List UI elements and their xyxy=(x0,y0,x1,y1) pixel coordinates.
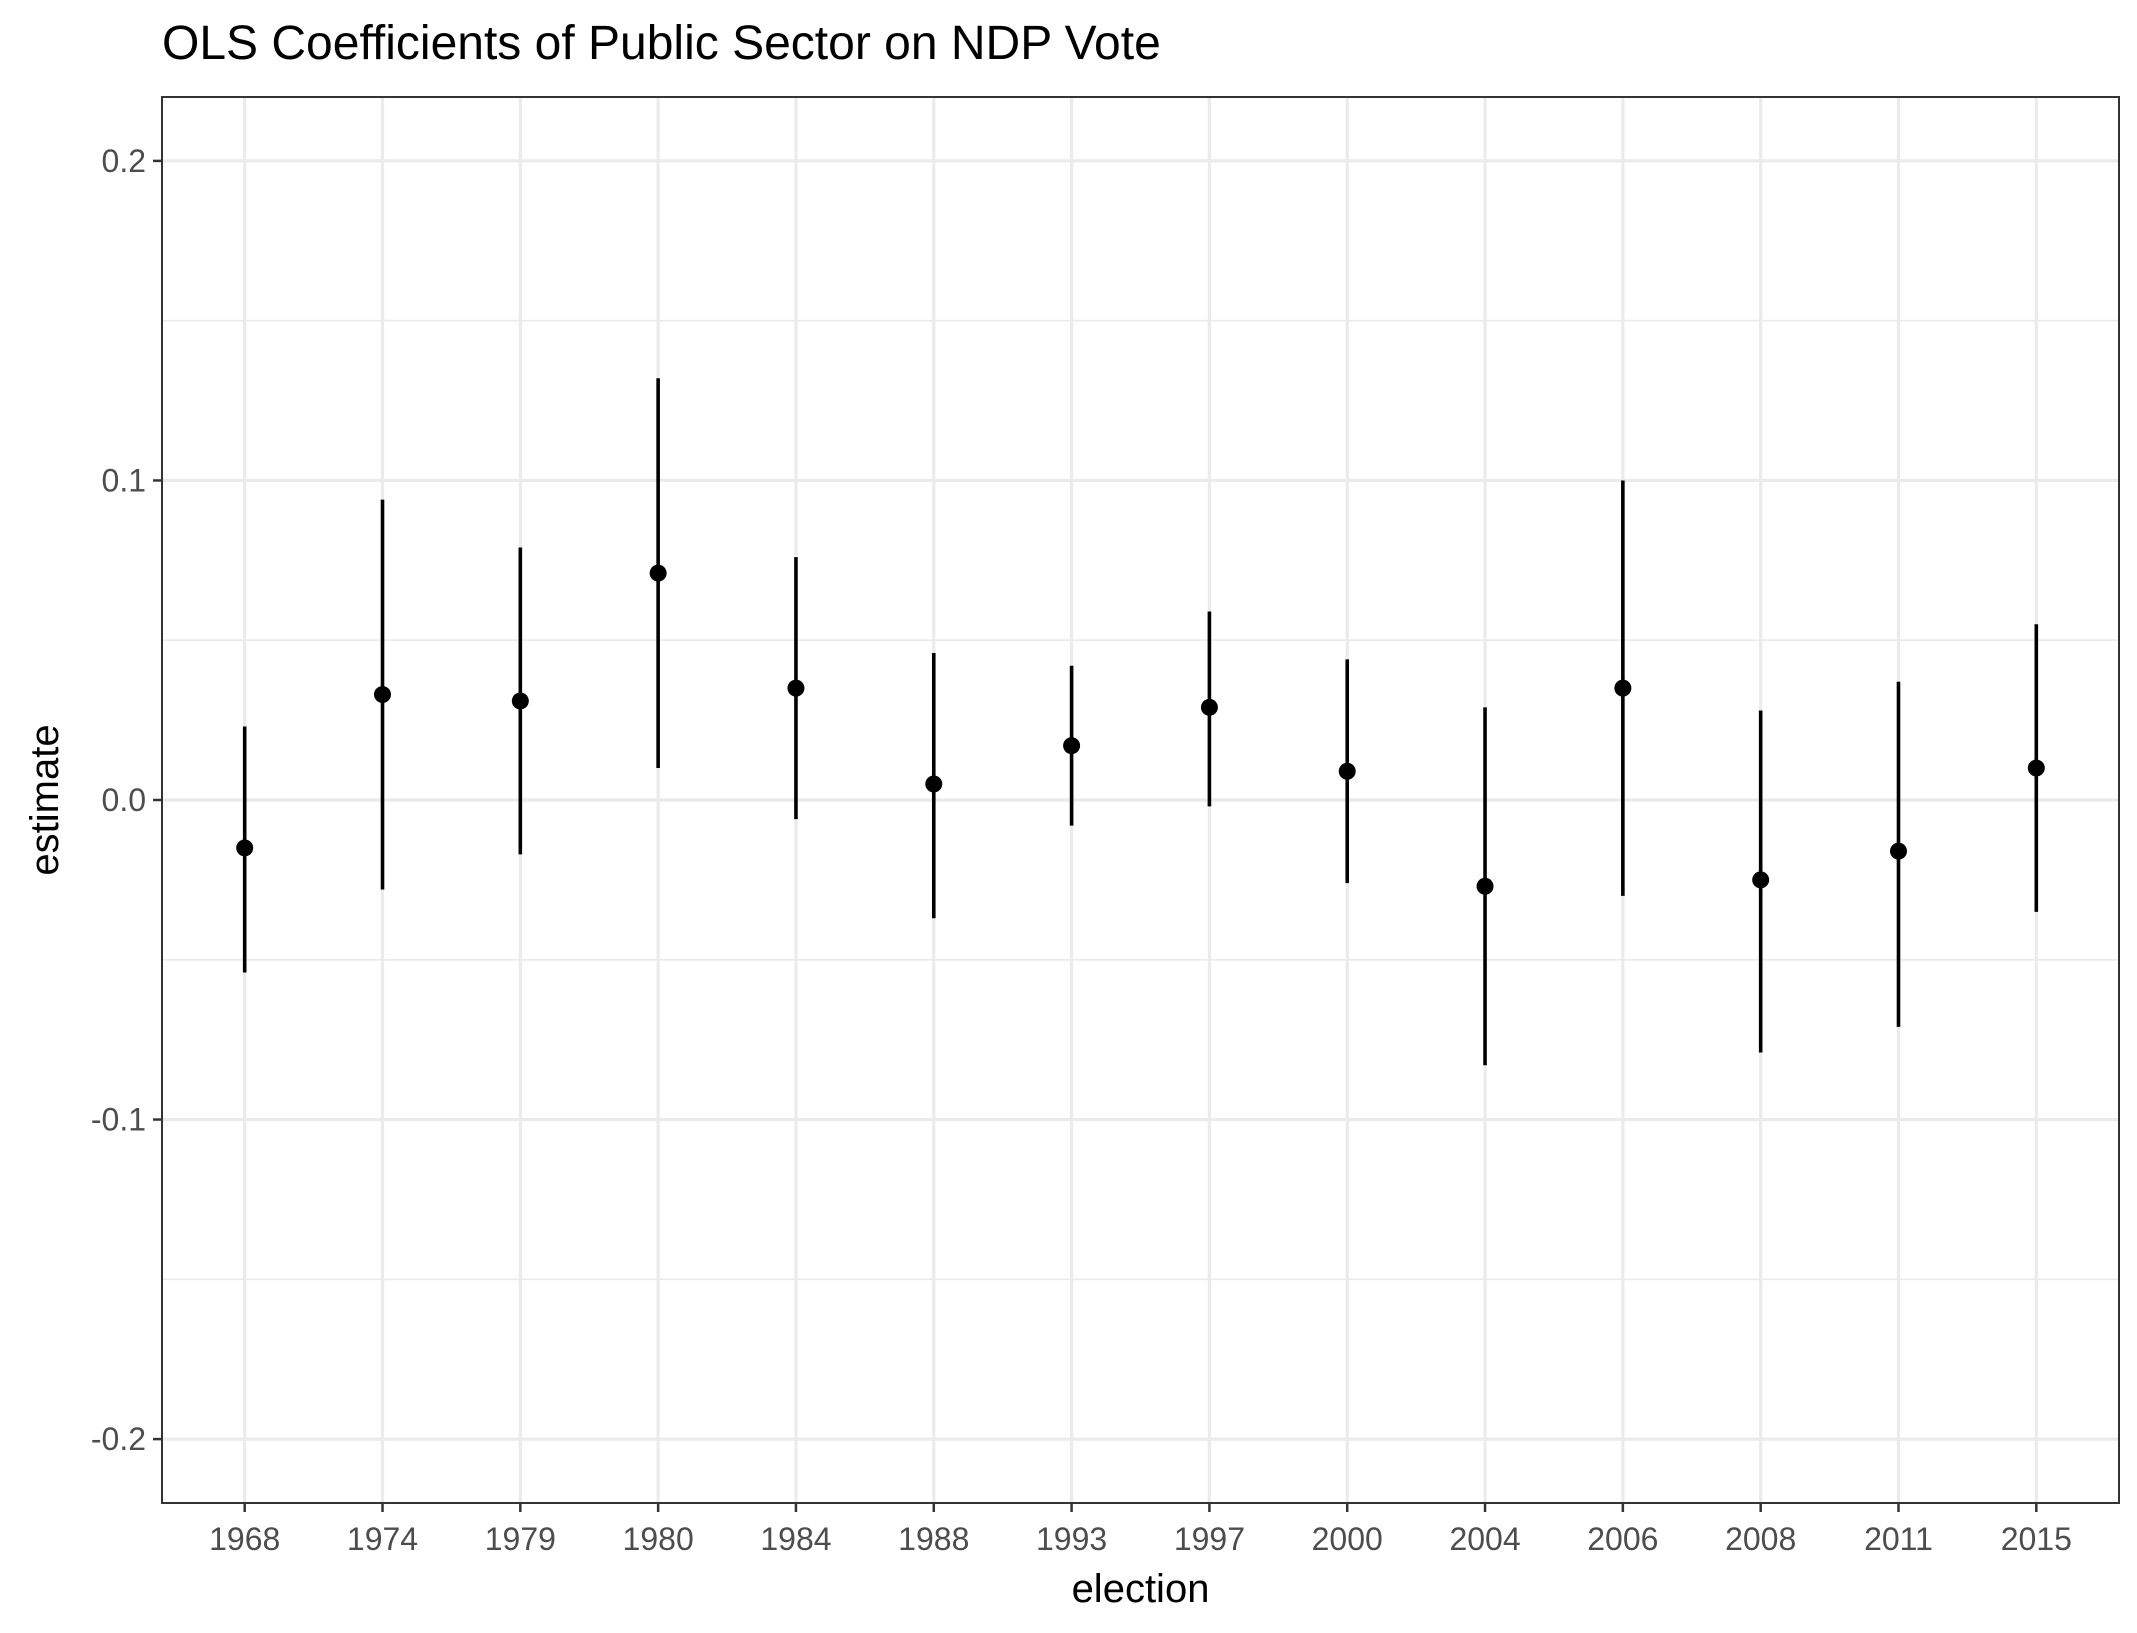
x-tick-label-2006: 2006 xyxy=(1587,1521,1658,1557)
x-tick-label-2011: 2011 xyxy=(1864,1521,1933,1557)
x-tick-label-2008: 2008 xyxy=(1725,1521,1796,1557)
axis-layer: -0.2 -0.1 0.0 0.1 0.2 1968 1974 1979 1980 1984 198… xyxy=(91,143,2072,1557)
point-1968 xyxy=(236,839,254,857)
y-axis-title: estimate xyxy=(23,724,67,875)
x-tick-label-1980: 1980 xyxy=(623,1521,694,1557)
x-tick-label-2000: 2000 xyxy=(1312,1521,1383,1557)
x-tick-label-1988: 1988 xyxy=(898,1521,969,1557)
marks-layer xyxy=(236,378,2045,1066)
point-2015 xyxy=(2027,759,2045,777)
point-2011 xyxy=(1889,842,1907,860)
point-2004 xyxy=(1476,877,1494,895)
point-1993 xyxy=(1063,737,1081,755)
x-tick-label-1974: 1974 xyxy=(347,1521,418,1557)
point-2008 xyxy=(1752,871,1770,889)
y-tick-label-1: -0.1 xyxy=(91,1102,146,1138)
point-2006 xyxy=(1614,679,1632,697)
point-1988 xyxy=(925,775,943,793)
point-2000 xyxy=(1338,762,1356,780)
x-tick-label-1993: 1993 xyxy=(1036,1521,1107,1557)
x-tick-label-1979: 1979 xyxy=(485,1521,556,1557)
x-axis-title: election xyxy=(1072,1567,1210,1611)
chart-title: OLS Coefficients of Public Sector on NDP… xyxy=(162,17,1161,70)
x-tick-label-1968: 1968 xyxy=(209,1521,280,1557)
y-tick-label-4: 0.2 xyxy=(102,143,146,179)
y-tick-label-0: -0.2 xyxy=(91,1421,146,1457)
x-tick-label-2004: 2004 xyxy=(1449,1521,1520,1557)
x-tick-label-2015: 2015 xyxy=(2001,1521,2072,1557)
point-1984 xyxy=(787,679,805,697)
x-tick-label-1984: 1984 xyxy=(760,1521,831,1557)
point-1997 xyxy=(1200,698,1218,716)
point-1974 xyxy=(374,686,392,704)
point-1980 xyxy=(649,564,667,582)
x-tick-label-1997: 1997 xyxy=(1174,1521,1245,1557)
y-tick-label-3: 0.1 xyxy=(102,462,146,498)
y-tick-label-2: 0.0 xyxy=(102,782,146,818)
point-1979 xyxy=(511,692,529,710)
